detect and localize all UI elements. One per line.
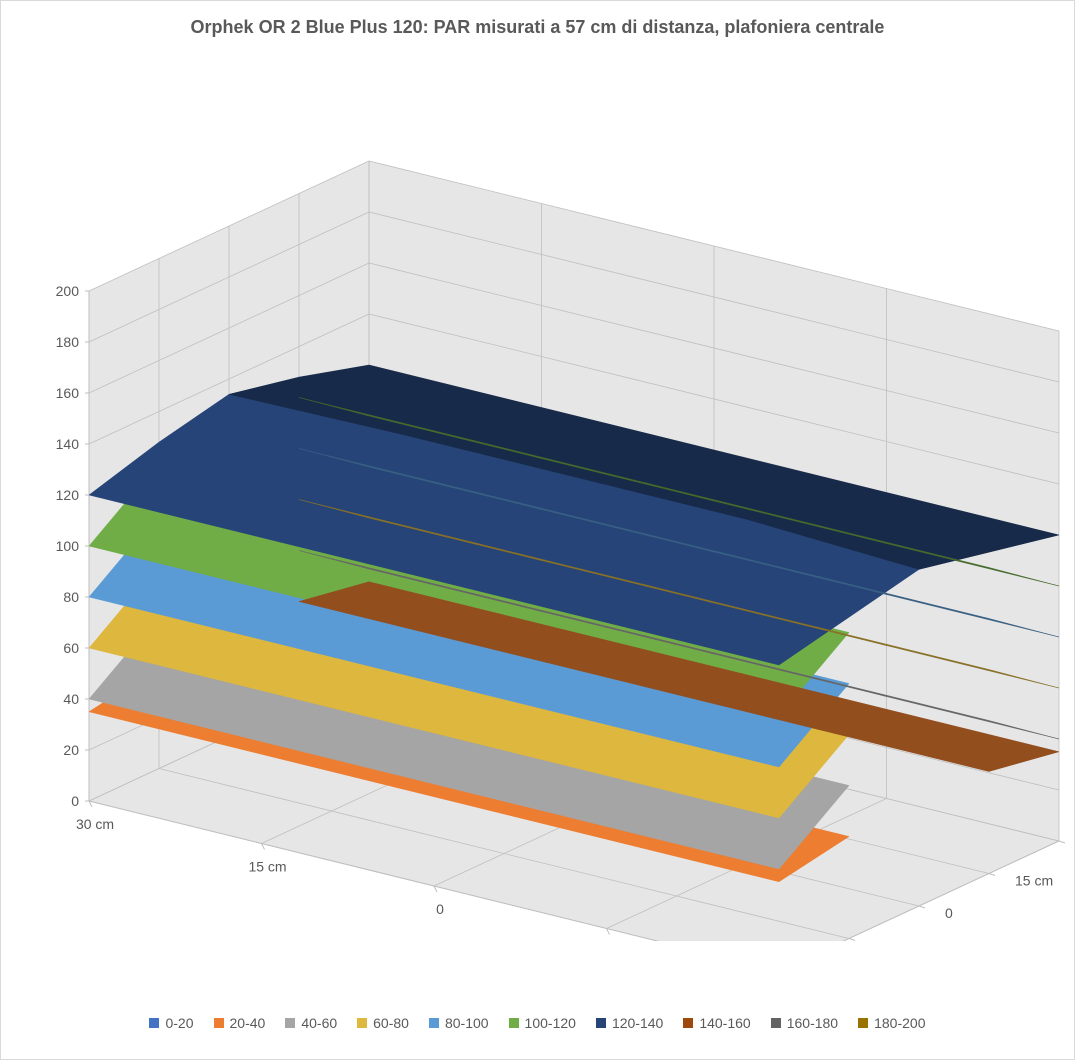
svg-text:100: 100: [56, 538, 80, 554]
svg-text:20: 20: [63, 742, 79, 758]
legend-label: 180-200: [874, 1015, 925, 1031]
legend-label: 100-120: [525, 1015, 576, 1031]
svg-text:0: 0: [945, 905, 953, 921]
legend-label: 80-100: [445, 1015, 489, 1031]
legend-item: 60-80: [357, 1015, 409, 1031]
svg-text:80: 80: [63, 589, 79, 605]
legend-swatch: [429, 1018, 439, 1028]
legend-label: 160-180: [787, 1015, 838, 1031]
svg-text:40: 40: [63, 691, 79, 707]
legend-swatch: [357, 1018, 367, 1028]
svg-text:15 cm: 15 cm: [248, 859, 286, 875]
svg-text:0: 0: [436, 901, 444, 917]
svg-text:180: 180: [56, 334, 80, 350]
svg-text:15 cm: 15 cm: [875, 938, 913, 942]
legend-item: 160-180: [771, 1015, 838, 1031]
chart-title: Orphek OR 2 Blue Plus 120: PAR misurati …: [1, 17, 1074, 38]
legend-swatch: [149, 1018, 159, 1028]
legend-swatch: [285, 1018, 295, 1028]
legend-swatch: [214, 1018, 224, 1028]
svg-text:120: 120: [56, 487, 80, 503]
legend-label: 60-80: [373, 1015, 409, 1031]
legend-item: 0-20: [149, 1015, 193, 1031]
legend-item: 140-160: [683, 1015, 750, 1031]
legend-label: 20-40: [230, 1015, 266, 1031]
legend-item: 20-40: [214, 1015, 266, 1031]
svg-text:160: 160: [56, 385, 80, 401]
legend-item: 100-120: [509, 1015, 576, 1031]
svg-text:0: 0: [71, 793, 79, 809]
legend-label: 140-160: [699, 1015, 750, 1031]
legend-swatch: [771, 1018, 781, 1028]
legend-swatch: [858, 1018, 868, 1028]
svg-text:140: 140: [56, 436, 80, 452]
svg-text:200: 200: [56, 283, 80, 299]
chart-frame: Orphek OR 2 Blue Plus 120: PAR misurati …: [0, 0, 1075, 1060]
legend-label: 0-20: [165, 1015, 193, 1031]
svg-text:15 cm: 15 cm: [1015, 873, 1053, 889]
legend-label: 40-60: [301, 1015, 337, 1031]
legend-swatch: [509, 1018, 519, 1028]
chart-plot: 0 20 40 60 80 100 120 140 160 180 200 30 cm 15 cm 0 15…: [11, 61, 1066, 941]
svg-text:60: 60: [63, 640, 79, 656]
legend-item: 120-140: [596, 1015, 663, 1031]
legend-item: 180-200: [858, 1015, 925, 1031]
legend-label: 120-140: [612, 1015, 663, 1031]
legend-swatch: [596, 1018, 606, 1028]
legend-item: 80-100: [429, 1015, 489, 1031]
svg-text:30 cm: 30 cm: [76, 816, 114, 832]
legend: 0-20 20-40 40-60 60-80 80-100 100-120 120-140 1…: [1, 1015, 1074, 1031]
legend-swatch: [683, 1018, 693, 1028]
legend-item: 40-60: [285, 1015, 337, 1031]
